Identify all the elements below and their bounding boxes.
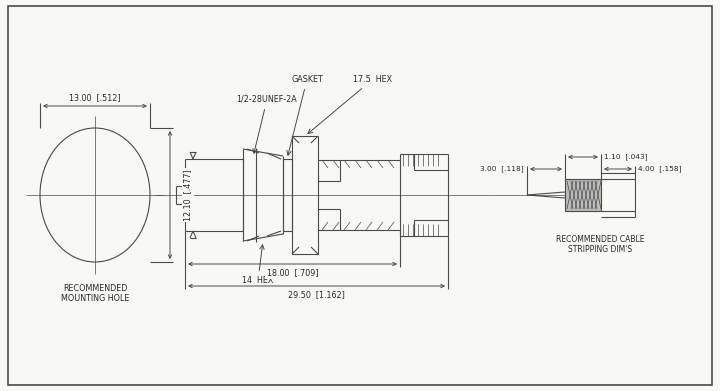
Text: 4.00  [.158]: 4.00 [.158]: [638, 166, 682, 172]
Text: 14  HEX: 14 HEX: [243, 245, 274, 285]
Text: 1/2-28UNEF-2A: 1/2-28UNEF-2A: [237, 95, 297, 153]
Text: 1.10  [.043]: 1.10 [.043]: [604, 154, 647, 160]
Text: RECOMMENDED
MOUNTING HOLE: RECOMMENDED MOUNTING HOLE: [60, 284, 129, 303]
Text: 18.00  [.709]: 18.00 [.709]: [266, 269, 318, 278]
Text: 13.00  [.512]: 13.00 [.512]: [69, 93, 121, 102]
Text: 17.5  HEX: 17.5 HEX: [308, 75, 392, 133]
Text: 12.10  [.477]: 12.10 [.477]: [184, 169, 192, 221]
Text: 29.50  [1.162]: 29.50 [1.162]: [288, 291, 345, 300]
Text: GASKET: GASKET: [287, 75, 323, 155]
Text: 3.00  [.118]: 3.00 [.118]: [480, 166, 524, 172]
Text: RECOMMENDED CABLE
STRIPPING DIM'S: RECOMMENDED CABLE STRIPPING DIM'S: [556, 235, 644, 255]
Bar: [565, 179, 601, 211]
